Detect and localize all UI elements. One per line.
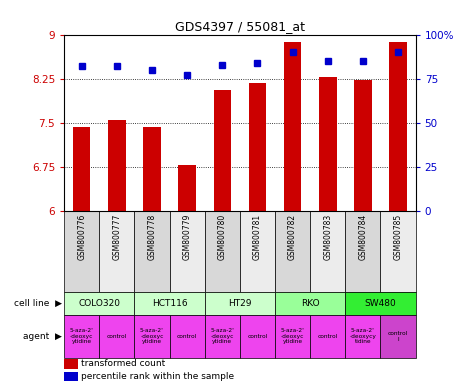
Bar (310, 315, 345, 358)
Text: agent  ▶: agent ▶ (23, 332, 62, 341)
Text: control
l: control l (388, 331, 408, 342)
Text: GSM800777: GSM800777 (113, 214, 121, 260)
Text: SW480: SW480 (365, 299, 396, 308)
Bar (275, 211, 310, 293)
Bar (380, 211, 416, 293)
Bar (205, 315, 240, 358)
Text: GSM800784: GSM800784 (359, 214, 367, 260)
Bar (319, 77, 336, 211)
Bar (354, 80, 371, 211)
Text: 5-aza-2'
-deoxyc
ytidine: 5-aza-2' -deoxyc ytidine (210, 328, 234, 344)
Bar (99, 211, 134, 293)
Bar (390, 41, 407, 211)
Bar (64, 372, 78, 381)
Bar (380, 315, 416, 358)
Bar (249, 83, 266, 211)
Text: GSM800783: GSM800783 (323, 214, 332, 260)
Text: cell line  ▶: cell line ▶ (14, 299, 62, 308)
Text: GSM800779: GSM800779 (183, 214, 191, 260)
Text: HCT116: HCT116 (152, 299, 187, 308)
Text: COLO320: COLO320 (78, 299, 120, 308)
Bar (205, 293, 275, 315)
Text: 5-aza-2'
-deoxyc
ytidine: 5-aza-2' -deoxyc ytidine (70, 328, 94, 344)
Bar (134, 293, 205, 315)
Bar (345, 293, 416, 315)
Bar (64, 211, 99, 293)
Bar (345, 315, 380, 358)
Bar (310, 211, 345, 293)
Bar (240, 315, 275, 358)
Text: GSM800785: GSM800785 (394, 214, 402, 260)
Text: transformed count: transformed count (81, 359, 165, 369)
Bar (64, 359, 78, 369)
Bar (170, 315, 205, 358)
Bar (284, 41, 301, 211)
Bar (240, 211, 275, 293)
Bar (108, 120, 125, 211)
Text: control: control (318, 334, 338, 339)
Text: control: control (247, 334, 267, 339)
Title: GDS4397 / 55081_at: GDS4397 / 55081_at (175, 20, 305, 33)
Text: control: control (177, 334, 197, 339)
Bar (73, 127, 91, 211)
Text: RKO: RKO (301, 299, 320, 308)
Text: GSM800778: GSM800778 (148, 214, 156, 260)
Text: 5-aza-2'
-deoxyc
ytidine: 5-aza-2' -deoxyc ytidine (281, 328, 304, 344)
Bar (179, 165, 196, 211)
Text: percentile rank within the sample: percentile rank within the sample (81, 372, 234, 381)
Text: GSM800780: GSM800780 (218, 214, 227, 260)
Text: control: control (107, 334, 127, 339)
Text: HT29: HT29 (228, 299, 252, 308)
Text: 5-aza-2'
-deoxyc
ytidine: 5-aza-2' -deoxyc ytidine (140, 328, 164, 344)
Bar (205, 211, 240, 293)
Bar (134, 315, 170, 358)
Text: 5-aza-2'
-deoxycy
tidine: 5-aza-2' -deoxycy tidine (350, 328, 376, 344)
Bar (170, 211, 205, 293)
Bar (99, 315, 134, 358)
Text: GSM800776: GSM800776 (77, 214, 86, 260)
Text: GSM800782: GSM800782 (288, 214, 297, 260)
Bar (134, 211, 170, 293)
Bar (64, 293, 134, 315)
Bar (213, 91, 231, 211)
Text: GSM800781: GSM800781 (253, 214, 262, 260)
Bar (345, 211, 380, 293)
Bar (64, 315, 99, 358)
Bar (143, 127, 161, 211)
Bar (275, 315, 310, 358)
Bar (275, 293, 345, 315)
